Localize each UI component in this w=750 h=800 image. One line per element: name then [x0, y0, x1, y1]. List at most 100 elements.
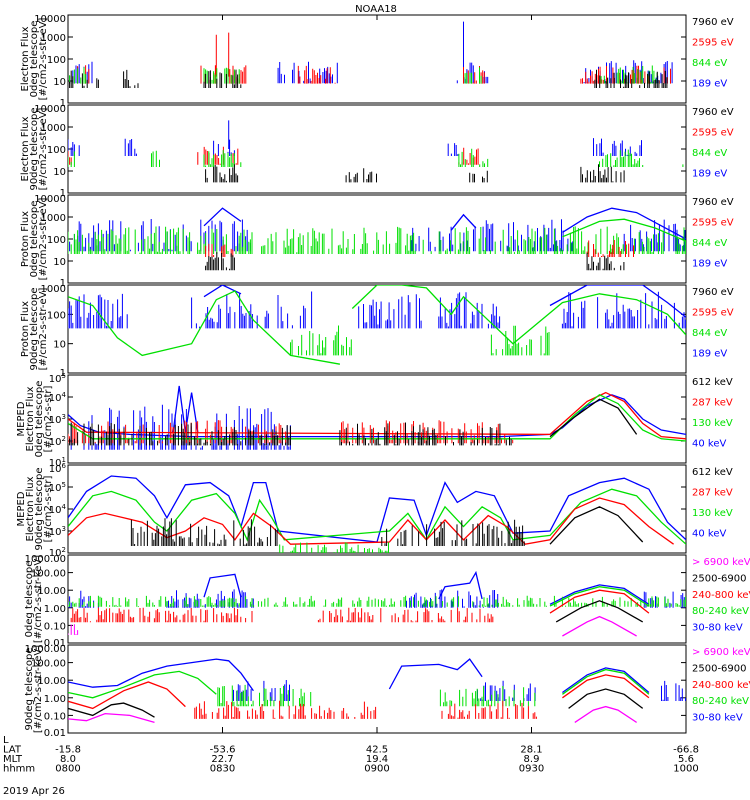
y-tick-label: 1000	[41, 213, 66, 224]
y-tick-label: 103	[49, 525, 66, 538]
series-group	[68, 120, 684, 183]
series-spikes	[70, 607, 494, 623]
y-tick-label: 10	[53, 340, 66, 351]
series-spikes	[68, 120, 642, 156]
legend-entry: 130 keV	[692, 508, 733, 519]
y-axis-label: Electron Flux90deg telescope[#/cm2-s-str…	[20, 107, 49, 190]
series-line	[68, 475, 686, 543]
series-spikes	[68, 291, 686, 329]
x-tick-label: 22.7	[211, 754, 233, 765]
x-tick-label: 1000	[673, 764, 698, 775]
x-tick-label: 0830	[210, 764, 235, 775]
panel-frame	[67, 644, 687, 734]
x-tick-label: 8.9	[524, 754, 540, 765]
y-tick-label: 106	[49, 462, 67, 475]
series-line	[549, 398, 638, 438]
series-spikes	[217, 684, 536, 707]
y-tick-label: 0.10	[44, 711, 66, 722]
y-tick-label: 104	[49, 503, 67, 516]
series-line	[68, 712, 155, 724]
series-line	[68, 658, 254, 692]
legend-entry: 2595 eV	[692, 128, 734, 139]
y-tick-label: 10.00	[37, 676, 66, 687]
x-tick-label: -53.6	[210, 745, 236, 756]
y-tick-label: 1000	[41, 123, 66, 134]
panel-2: 10000 1000 100 10 1 Electron Flux90deg telesc…	[20, 104, 734, 199]
legend-entry: 80-240 keV	[692, 696, 749, 707]
y-tick-label: 0.01	[44, 638, 66, 649]
y-tick-label: 1000	[41, 284, 66, 295]
y-axis-label: MEPEDElectron Flux0deg telescope[#/cm2-s…	[16, 381, 54, 458]
y-tick-label: 1	[60, 98, 66, 109]
legend-entry: 189 eV	[692, 259, 727, 270]
series-spikes	[69, 21, 673, 84]
y-tick-label: 10.00	[37, 586, 66, 597]
series-line	[562, 207, 686, 240]
legend-entry: 2500-6900	[692, 573, 747, 584]
panel-4: 1000 100 10 1 Proton Flux90deg telescope[#/c…	[20, 284, 734, 379]
x-row-label: L	[3, 735, 9, 746]
x-tick-label: 19.4	[366, 754, 388, 765]
legend-entry: 844 eV	[692, 58, 727, 69]
series-line	[68, 670, 217, 699]
series-spikes	[77, 32, 671, 84]
x-tick-label: 8.0	[60, 754, 76, 765]
series-group	[68, 658, 686, 724]
series-spikes	[68, 65, 658, 84]
y-tick-label: 100	[47, 310, 66, 321]
series-line	[562, 667, 650, 694]
y-tick-label: 10000	[34, 194, 66, 205]
series-line	[549, 285, 686, 318]
legend-entry: 130 keV	[692, 418, 733, 429]
legend-entry: 30-80 keV	[692, 713, 743, 724]
y-tick-label: 0.01	[44, 728, 66, 739]
legend-entry: 240-800 keV	[692, 590, 750, 601]
legend-entry: 844 eV	[692, 238, 727, 249]
series-line	[549, 589, 650, 614]
series-spikes	[205, 240, 634, 257]
y-axis-label: 0deg telescope[#/cm2-s-str-keV]	[24, 555, 44, 643]
series-line	[68, 290, 341, 365]
series-group	[68, 207, 686, 271]
y-tick-label: 102	[49, 546, 66, 559]
panel-frame	[67, 284, 687, 374]
y-tick-label: 1	[60, 188, 66, 199]
legend-entry: 287 keV	[692, 488, 733, 499]
x-tick-label: -15.8	[55, 745, 81, 756]
legend-entry: 7960 eV	[692, 107, 734, 118]
y-tick-label: 10000	[34, 104, 66, 115]
series-spikes	[68, 69, 668, 88]
chart-title: NOAA18	[355, 4, 397, 15]
y-tick-label: 0.10	[44, 621, 66, 632]
series-line	[562, 218, 686, 242]
x-tick-label: 0800	[55, 764, 80, 775]
series-line	[562, 615, 637, 637]
series-line	[549, 584, 650, 605]
legend-entry: 2595 eV	[692, 218, 734, 229]
legend-entry: 189 eV	[692, 169, 727, 180]
series-spikes	[130, 518, 525, 546]
y-axis-label: Proton Flux0deg telescope[#/cm2-s-str-eV…	[20, 198, 49, 281]
series-line	[562, 668, 650, 695]
y-tick-label: 105	[49, 372, 66, 385]
series-spikes	[68, 148, 684, 167]
x-row-label: LAT	[3, 745, 22, 756]
series-line	[568, 688, 644, 709]
series-group	[68, 570, 686, 637]
date-label: 2019 Apr 26	[3, 786, 65, 797]
y-tick-label: 102	[49, 435, 66, 448]
x-tick-label: 0900	[364, 764, 389, 775]
series-spikes	[70, 404, 291, 450]
series-line	[68, 488, 686, 545]
series-spikes	[68, 595, 686, 607]
legend-entry: > 6900 keV	[692, 647, 750, 658]
series-group	[68, 21, 673, 88]
y-tick-label: 10	[53, 167, 66, 178]
series-line	[574, 705, 637, 723]
series-line	[555, 600, 644, 623]
legend-entry: 30-80 keV	[692, 623, 743, 634]
y-tick-label: 1.00	[44, 604, 66, 615]
y-tick-label: 1	[60, 368, 66, 379]
series-spikes	[290, 325, 550, 356]
